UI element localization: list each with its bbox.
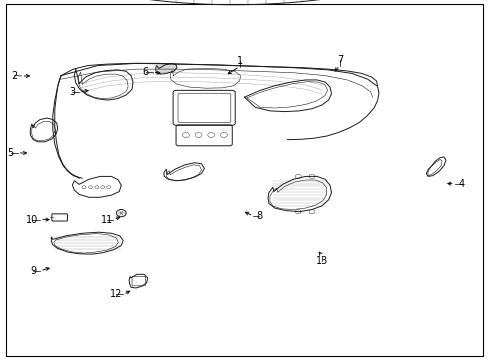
Text: 8: 8 — [256, 211, 262, 221]
Text: 10: 10 — [25, 215, 38, 225]
Text: 12: 12 — [110, 289, 122, 300]
Text: 7: 7 — [336, 55, 342, 66]
Text: 11: 11 — [100, 215, 113, 225]
Text: 4: 4 — [458, 179, 464, 189]
Text: 2: 2 — [12, 71, 18, 81]
Text: 6: 6 — [142, 67, 148, 77]
Text: 13: 13 — [315, 256, 327, 266]
Text: 3: 3 — [69, 87, 75, 97]
Text: 9: 9 — [30, 266, 36, 276]
Text: 5: 5 — [8, 148, 14, 158]
Text: 1: 1 — [236, 56, 242, 66]
